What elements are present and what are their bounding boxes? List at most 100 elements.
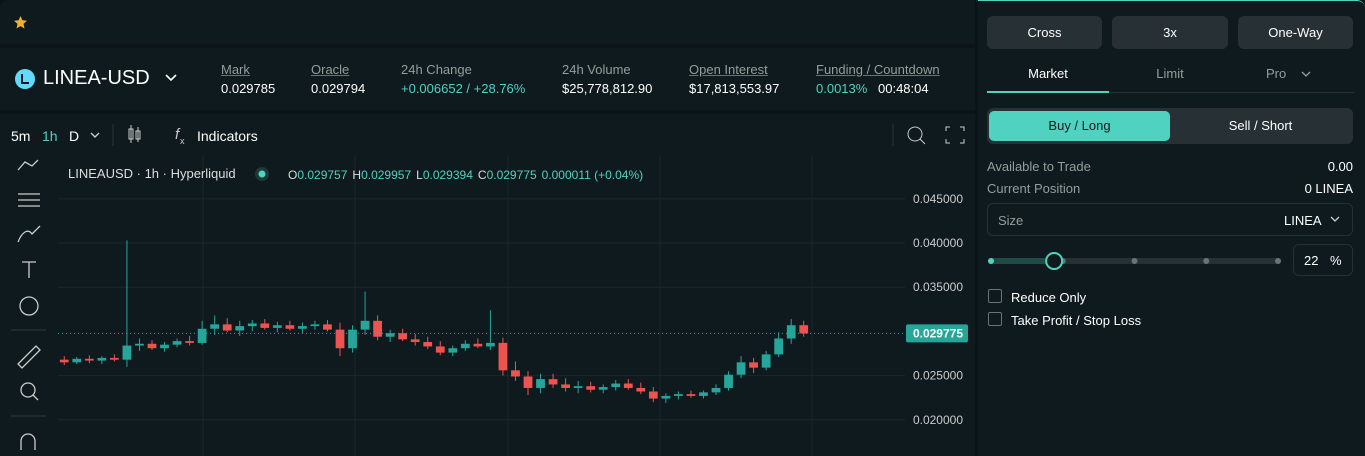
candle-body bbox=[586, 386, 596, 390]
svg-text:x: x bbox=[180, 136, 185, 146]
candle-body bbox=[423, 342, 433, 347]
candle-body bbox=[272, 325, 282, 328]
candle-body bbox=[786, 325, 796, 339]
price-chart: LINEAUSD · 1h · Hyperliquid O0.029757 H0.… bbox=[58, 155, 968, 456]
candle-body bbox=[285, 325, 295, 329]
available-value: 0.00 bbox=[1327, 159, 1353, 174]
candle-body bbox=[598, 387, 608, 390]
candle-body bbox=[761, 354, 771, 368]
slider-step bbox=[1203, 258, 1210, 264]
candle-body bbox=[724, 374, 733, 388]
candle-body bbox=[247, 323, 257, 327]
candle-body bbox=[774, 338, 784, 355]
candle-body bbox=[736, 362, 746, 375]
candle-body bbox=[636, 387, 646, 392]
c-value: 0.029775 bbox=[487, 168, 537, 182]
size-unit[interactable]: LINEA bbox=[1284, 213, 1322, 228]
candle-body bbox=[536, 379, 545, 388]
candle-body bbox=[573, 386, 583, 388]
percent-input[interactable] bbox=[1293, 244, 1353, 276]
candle-body bbox=[197, 328, 207, 343]
leverage-button[interactable]: 3x bbox=[1112, 16, 1228, 49]
candle-body bbox=[360, 320, 370, 330]
y-tick-label: 0.025000 bbox=[913, 369, 963, 383]
size-input[interactable] bbox=[987, 203, 1353, 236]
interval-dropdown[interactable] bbox=[90, 132, 100, 140]
candle-body bbox=[548, 379, 558, 385]
position-label: Current Position bbox=[987, 181, 1081, 196]
l-value: 0.029394 bbox=[423, 168, 473, 182]
candle-body bbox=[110, 357, 119, 360]
interval[interactable]: D bbox=[69, 128, 80, 144]
candle-body bbox=[623, 383, 633, 388]
percent-sign: % bbox=[1330, 253, 1342, 268]
top-bar bbox=[0, 0, 975, 44]
candle-body bbox=[511, 370, 520, 377]
position-mode-button[interactable]: One-Way bbox=[1238, 16, 1353, 49]
dropdown-icon[interactable] bbox=[164, 73, 178, 83]
change-value: 0.000011 (+0.04%) bbox=[542, 168, 644, 182]
candle-body bbox=[611, 383, 621, 388]
candle-body bbox=[84, 358, 94, 361]
buy-button[interactable]: Buy / Long bbox=[989, 111, 1170, 141]
candle-body bbox=[310, 324, 320, 327]
checkbox-label: Take Profit / Stop Loss bbox=[1011, 313, 1142, 328]
candle-body bbox=[749, 362, 758, 368]
slider-knob bbox=[1045, 252, 1064, 270]
candle-body bbox=[661, 395, 671, 399]
c-label: C bbox=[478, 168, 487, 182]
candle-body bbox=[185, 341, 194, 343]
candle-body bbox=[410, 339, 420, 343]
slider-step bbox=[988, 258, 994, 264]
stat-label: Open Interest bbox=[689, 62, 768, 77]
ticker-bar: LINEA-USD Mark 0.029785 Oracle 0.029794 … bbox=[0, 48, 975, 110]
candle-body bbox=[348, 329, 357, 349]
candle-body bbox=[147, 343, 157, 349]
indicators-button[interactable]: Indicators bbox=[197, 128, 258, 144]
interval[interactable]: 5m bbox=[11, 128, 31, 144]
size-slider[interactable] bbox=[978, 246, 1288, 276]
interval[interactable]: 1h bbox=[42, 128, 58, 144]
candle-body bbox=[711, 387, 721, 393]
drawing-tools[interactable] bbox=[8, 154, 50, 456]
candle-body bbox=[59, 359, 69, 363]
tab[interactable]: Limit bbox=[1156, 66, 1184, 81]
tab-dropdown[interactable] bbox=[1301, 71, 1311, 79]
tab-active[interactable]: Market bbox=[1028, 66, 1068, 81]
candle-body bbox=[172, 341, 182, 345]
candle-body bbox=[523, 376, 533, 388]
candle-body bbox=[373, 320, 382, 337]
checkbox-label: Reduce Only bbox=[1011, 290, 1087, 305]
candle-body bbox=[222, 324, 232, 331]
candle-body bbox=[799, 325, 809, 334]
favorite-icon[interactable] bbox=[14, 16, 27, 29]
slider-step bbox=[1275, 258, 1281, 264]
o-value: 0.029757 bbox=[297, 168, 347, 182]
stat-label: 24h Change bbox=[401, 62, 472, 77]
margin-button[interactable]: Cross bbox=[987, 16, 1102, 49]
stat-label: 24h Volume bbox=[562, 62, 631, 77]
percent-value: 22 bbox=[1304, 253, 1319, 268]
stat-value: 0.0013% bbox=[816, 81, 868, 96]
candle-body bbox=[210, 324, 220, 329]
l-label: L bbox=[416, 168, 423, 182]
tab[interactable]: Pro bbox=[1266, 66, 1287, 81]
toolbar-right-icons[interactable] bbox=[890, 122, 970, 148]
y-tick-label: 0.035000 bbox=[913, 280, 963, 294]
candle-body bbox=[323, 324, 332, 330]
size-label: Size bbox=[998, 213, 1024, 228]
checkbox[interactable] bbox=[988, 312, 1002, 326]
candle-body bbox=[72, 358, 82, 363]
ticker[interactable]: LINEA-USD bbox=[43, 67, 150, 89]
stat-label: Mark bbox=[221, 62, 250, 77]
tab-divider bbox=[1109, 92, 1354, 93]
candle-body bbox=[435, 346, 445, 353]
sell-button[interactable]: Sell / Short bbox=[1228, 118, 1293, 133]
candle-body bbox=[674, 394, 683, 396]
checkbox[interactable] bbox=[988, 289, 1002, 303]
candle-body bbox=[385, 333, 395, 337]
candle-body bbox=[498, 342, 508, 371]
unit-dropdown[interactable] bbox=[1330, 216, 1340, 224]
